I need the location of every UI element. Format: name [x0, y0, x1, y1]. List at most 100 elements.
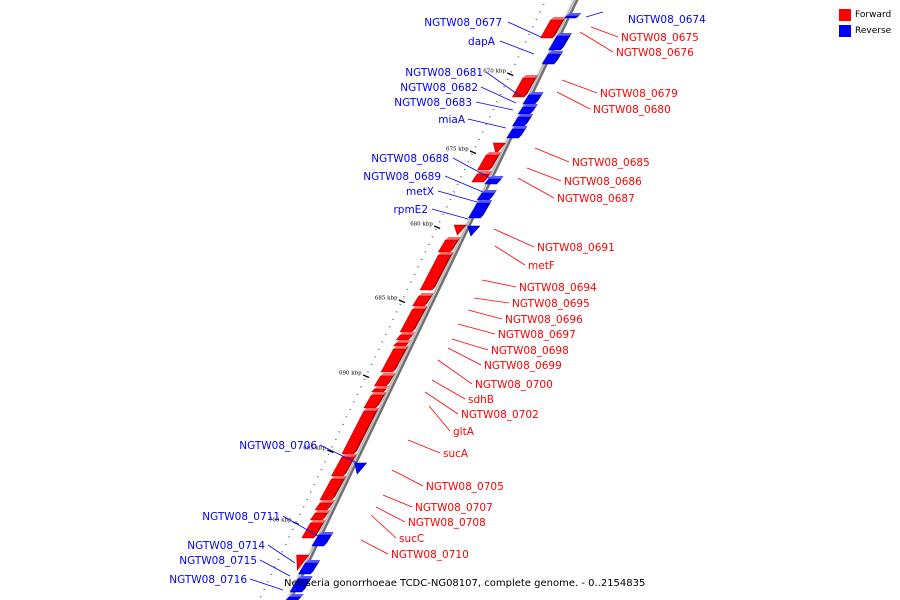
minor-tick [499, 93, 502, 96]
kbp-tick-label: 680 kbp [410, 222, 433, 228]
reverse-gene-block [467, 225, 481, 237]
minor-tick [273, 566, 276, 568]
reverse-gene-block [563, 13, 582, 19]
gene-label-ngtw08-0708: NGTW08_0708 [408, 517, 486, 529]
minor-tick [281, 551, 284, 553]
forward-gene-block [540, 17, 566, 39]
forward-gene-block [395, 332, 416, 341]
gene-label-ngtw08-0707: NGTW08_0707 [415, 502, 493, 514]
minor-tick [277, 558, 280, 561]
minor-tick [334, 438, 337, 441]
reverse-leader-line [319, 444, 358, 464]
reverse-leader-line [480, 86, 517, 104]
gene-label-ngtw08-0681: NGTW08_0681 [405, 67, 483, 79]
reverse-gene-block [285, 594, 304, 600]
minor-tick [524, 41, 527, 43]
reverse-leader-line [499, 40, 535, 55]
minor-tick [316, 476, 319, 478]
minor-tick [374, 356, 377, 358]
gene-label-metx: metX [406, 186, 434, 198]
gene-label-ngtw08-0698: NGTW08_0698 [491, 345, 569, 357]
minor-tick [535, 18, 538, 21]
minor-tick [517, 56, 520, 58]
gene-label-ngtw08-0716: NGTW08_0716 [169, 574, 247, 586]
minor-tick [485, 123, 488, 126]
minor-tick [352, 401, 355, 403]
kbp-tick-label: 690 kbp [339, 371, 362, 377]
reverse-leader-line [444, 175, 484, 193]
kbp-tick-label: 685 kbp [375, 296, 398, 302]
reverse-leader-line [452, 157, 491, 179]
minor-tick [384, 333, 387, 336]
forward-gene-block [437, 237, 461, 253]
forward-leader-line [494, 245, 526, 266]
forward-gene-block [392, 340, 412, 347]
gene-label-ngtw08-0695: NGTW08_0695 [512, 298, 590, 310]
reverse-gene-block [517, 104, 538, 115]
forward-gene-block [314, 500, 335, 511]
reverse-gene-block [548, 33, 572, 51]
forward-leader-line [467, 309, 503, 320]
minor-tick [295, 521, 298, 523]
minor-tick [309, 491, 312, 493]
minor-tick [417, 266, 420, 268]
minor-tick [445, 206, 448, 208]
kbp-tick-mark [506, 72, 514, 77]
forward-leader-line [391, 469, 424, 487]
gene-label-ngtw08-0714: NGTW08_0714 [187, 540, 265, 552]
gene-label-ngtw08-0674: NGTW08_0674 [628, 14, 706, 26]
forward-gene-block [296, 554, 310, 571]
gene-label-ngtw08-0691: NGTW08_0691 [537, 242, 615, 254]
reverse-leader-line [467, 118, 507, 129]
forward-leader-line [437, 359, 473, 385]
legend-forward-label: Forward [855, 10, 892, 20]
forward-leader-line [556, 91, 591, 110]
forward-gene-block [363, 392, 387, 409]
forward-gene-block [412, 293, 434, 307]
kbp-tick-mark [398, 299, 406, 304]
forward-gene-block [319, 476, 347, 501]
gene-label-glta: gltA [453, 426, 475, 438]
forward-gene-block [380, 346, 409, 373]
gene-label-ngtw08-0710: NGTW08_0710 [391, 549, 469, 561]
gene-label-ngtw08-0677: NGTW08_0677 [424, 17, 502, 29]
legend-reverse-label: Reverse [855, 26, 892, 36]
gene-label-suca: sucA [443, 448, 469, 460]
minor-tick [470, 153, 473, 156]
forward-leader-line [447, 347, 482, 366]
minor-tick [453, 191, 455, 193]
reverse-leader-line [585, 11, 604, 18]
gene-label-rpme2: rpmE2 [393, 204, 428, 216]
minor-tick [513, 63, 516, 66]
forward-swatch [839, 9, 851, 21]
gene-label-sdhb: sdhB [468, 394, 494, 406]
forward-leader-line [370, 514, 397, 539]
minor-tick [492, 108, 495, 111]
reverse-gene-block [289, 576, 313, 593]
forward-leader-line [579, 31, 614, 53]
reverse-gene-block [298, 560, 321, 575]
minor-tick [324, 461, 327, 463]
gene-label-ngtw08-0683: NGTW08_0683 [394, 97, 472, 109]
minor-tick [320, 468, 323, 471]
minor-tick [481, 131, 484, 133]
minor-tick [438, 221, 441, 223]
gene-label-ngtw08-0675: NGTW08_0675 [621, 32, 699, 44]
minor-tick [413, 273, 416, 276]
forward-leader-line [457, 323, 496, 335]
kbp-tick-label: 700 kbp [269, 518, 292, 524]
minor-tick [345, 416, 348, 418]
reverse-gene-block [311, 532, 334, 547]
forward-gene-block [399, 306, 428, 333]
minor-tick [460, 176, 463, 178]
minor-tick [478, 138, 481, 141]
minor-tick [467, 161, 470, 163]
gene-label-ngtw08-0685: NGTW08_0685 [572, 157, 650, 169]
reverse-leader-line [259, 559, 291, 577]
reverse-leader-line [267, 544, 296, 564]
minor-tick [306, 498, 309, 501]
minor-tick [402, 296, 405, 298]
minor-tick [388, 326, 391, 328]
gene-labels: NGTW08_0674 NGTW08_0677 dapA NGTW08_0681 NGT… [169, 11, 706, 591]
minor-tick [435, 228, 438, 231]
